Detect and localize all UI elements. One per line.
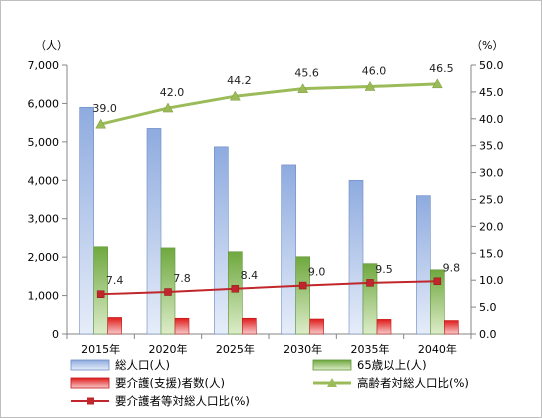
care-ratio-point [433, 277, 442, 286]
right-tick-label: 30.0 [479, 167, 504, 180]
bar-elderly [430, 269, 445, 335]
category-label: 2035年 [351, 342, 390, 356]
bar-total [214, 146, 229, 335]
bar-elderly [228, 251, 243, 335]
care-ratio-point [231, 285, 240, 293]
right-tick-label: 25.0 [479, 194, 504, 207]
bar-care [376, 319, 392, 335]
legend-label: 高齢者対総人口比(%) [357, 376, 469, 390]
legend-label: 要介護者等対総人口比(%) [115, 394, 250, 408]
care-ratio-label: 7.8 [173, 272, 191, 285]
elderly-ratio-point [162, 102, 174, 113]
care-ratio-label: 7.4 [106, 274, 124, 287]
right-tick-label: 40.0 [479, 113, 504, 126]
elderly-ratio-label: 44.2 [227, 74, 252, 87]
bar-elderly [93, 246, 108, 335]
category-label: 2040年 [418, 342, 457, 356]
care-ratio-label: 9.0 [308, 266, 326, 279]
right-axis-unit: （%） [471, 39, 503, 52]
care-ratio-label: 9.5 [375, 263, 393, 276]
bars-layer [79, 106, 459, 335]
elderly-ratio-point [95, 118, 107, 129]
category-label: 2020年 [149, 342, 188, 356]
elderly-ratio-label: 42.0 [160, 86, 185, 99]
elderly-ratio-label: 46.5 [429, 62, 454, 75]
elderly-ratio-point [297, 83, 309, 93]
left-tick-label: 1,000 [28, 290, 60, 303]
care-ratio-label: 9.8 [443, 261, 461, 274]
legend-label: 要介護(支援)者数(人) [115, 376, 225, 390]
category-label: 2015年 [81, 342, 120, 356]
right-tick-label: 5.0 [479, 301, 497, 314]
legend-swatch [70, 359, 110, 371]
care-ratio-label: 8.4 [241, 269, 259, 282]
labels-layer: 39.0 42.0 44.2 45.6 46.0 46.5 7.4 7.8 8.4 9.0 9.5 9… [92, 62, 460, 287]
right-tick-label: 10.0 [479, 274, 504, 287]
bar-total [281, 164, 296, 335]
bar-total [416, 195, 431, 335]
left-tick-label: 6,000 [28, 97, 60, 110]
right-tick-label: 50.0 [479, 59, 504, 72]
bar-care [444, 320, 459, 335]
care-ratio-point [366, 279, 374, 287]
right-tick-label: 15.0 [479, 247, 504, 260]
elderly-ratio-point [229, 90, 241, 101]
right-tick-label: 20.0 [479, 220, 504, 233]
bar-care [309, 318, 324, 335]
elderly-ratio-point [431, 78, 443, 89]
axes-layer: 0 1,000 2,000 3,000 4,000 5,000 6,000 7,000 0.0 5… [28, 39, 504, 356]
legend-marker [327, 378, 337, 387]
left-axis-unit: （人） [35, 39, 68, 52]
care-ratio-point [298, 281, 307, 290]
elderly-ratio-point [364, 81, 376, 91]
bar-total [146, 128, 162, 335]
bar-total [348, 179, 364, 335]
legend-label: 総人口(人) [115, 358, 170, 372]
bar-care [242, 317, 257, 335]
left-tick-label: 3,000 [28, 213, 60, 226]
legend-label: 65歳以上(人) [357, 358, 427, 372]
right-tick-label: 0.0 [479, 328, 497, 341]
left-tick-label: 5,000 [28, 136, 60, 149]
care-ratio-point [96, 290, 105, 298]
bar-elderly [295, 256, 310, 335]
lines-layer [95, 78, 443, 298]
category-label: 2030年 [283, 342, 322, 356]
right-tick-label: 45.0 [479, 86, 504, 99]
left-tick-label: 0 [52, 328, 59, 341]
care-ratio-line [100, 280, 438, 296]
legend-swatch [70, 377, 110, 389]
legend-swatch [312, 359, 352, 371]
elderly-ratio-label: 39.0 [92, 102, 117, 115]
left-tick-label: 4,000 [28, 174, 60, 187]
left-tick-label: 7,000 [28, 59, 60, 72]
elderly-ratio-line [100, 82, 438, 126]
bar-care [107, 317, 122, 335]
bar-care [174, 317, 190, 335]
category-label: 2025年 [216, 342, 255, 356]
right-tick-label: 35.0 [479, 140, 504, 153]
bar-total [79, 106, 94, 335]
left-tick-label: 2,000 [28, 251, 60, 264]
legend-marker [87, 397, 94, 405]
elderly-ratio-label: 46.0 [362, 65, 387, 78]
legend: 総人口(人) 65歳以上(人) 要介護(支援)者数(人) 高齢者対総人口比(%) 要介護… [70, 358, 469, 408]
care-ratio-point [164, 288, 172, 296]
elderly-ratio-label: 45.6 [294, 67, 319, 80]
